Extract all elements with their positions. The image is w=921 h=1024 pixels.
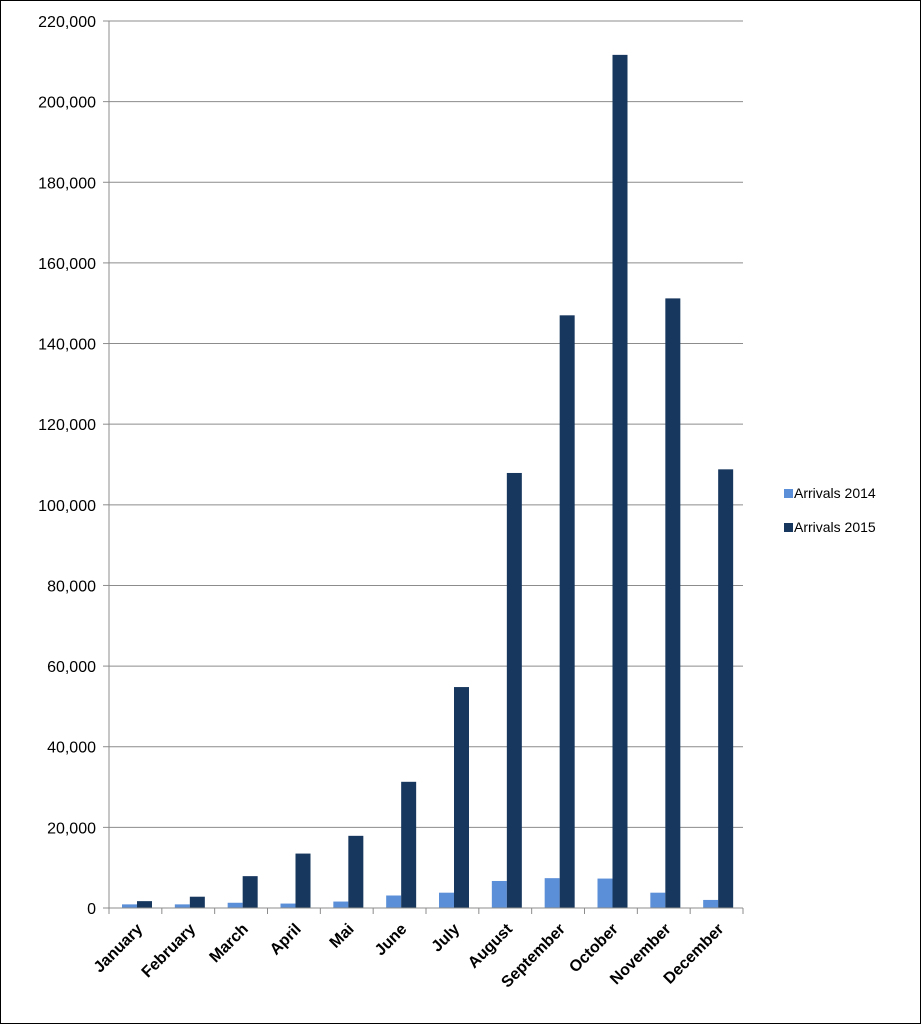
legend-swatch (784, 489, 793, 498)
bar-series-1-january (122, 904, 137, 908)
x-tick-label: August (465, 920, 516, 971)
gridlines (109, 20, 743, 828)
bar-series-2-july (454, 687, 469, 908)
axes (103, 20, 744, 914)
bars (122, 54, 734, 909)
x-tick-label: March (207, 921, 252, 966)
bar-series-2-april (295, 853, 311, 908)
x-tick-label: July (429, 921, 464, 956)
x-tick-label: June (372, 921, 410, 959)
bar-series-1-july (439, 892, 454, 908)
bar-series-2-august (506, 472, 522, 908)
x-tick-label: Mai (327, 921, 358, 952)
legend-label: Arrivals 2015 (794, 519, 876, 535)
bar-series-1-october (597, 878, 613, 908)
y-tick-label: 20,000 (47, 820, 96, 837)
y-tick-label: 100,000 (38, 498, 96, 515)
y-tick-label: 80,000 (47, 578, 96, 595)
y-tick-label: 60,000 (47, 659, 96, 676)
y-tick-label: 180,000 (38, 175, 96, 192)
y-tick-label: 120,000 (38, 417, 96, 434)
bar-series-2-november (665, 298, 681, 908)
y-tick-label: 0 (87, 901, 96, 918)
bar-series-2-march (242, 876, 258, 908)
bar-series-2-february (189, 896, 205, 908)
y-tick-label: 160,000 (38, 256, 96, 273)
bar-series-2-september (559, 315, 575, 908)
y-tick-label: 220,000 (38, 14, 96, 31)
bar-series-1-september (544, 878, 560, 908)
bar-series-1-february (174, 904, 190, 908)
bar-series-1-march (227, 902, 243, 908)
bar-series-2-december (718, 469, 734, 908)
bar-series-2-mai (348, 835, 364, 908)
bar-series-1-april (280, 903, 296, 908)
y-tick-label: 200,000 (38, 95, 96, 112)
x-tick-label: April (267, 921, 305, 959)
x-tick-label: February (139, 921, 200, 982)
legend-label: Arrivals 2014 (794, 485, 876, 501)
bar-series-1-august (491, 880, 507, 908)
bar-series-1-mai (333, 901, 349, 908)
bar-series-2-october (612, 54, 628, 909)
y-tick-label: 140,000 (38, 337, 96, 354)
bar-series-1-december (703, 899, 719, 908)
legend: Arrivals 2014 Arrivals 2015 (784, 485, 876, 535)
legend-swatch (784, 523, 793, 532)
x-tick-label: January (91, 921, 146, 976)
bar-series-1-november (650, 892, 666, 908)
y-axis-tick-labels: 0 20,000 40,000 60,000 80,000 100,000 120,000 1… (38, 14, 96, 918)
x-tick-label: October (566, 921, 621, 976)
bar-series-1-june (386, 895, 402, 908)
bar-series-2-june (401, 781, 417, 908)
y-tick-label: 40,000 (47, 740, 96, 757)
bar-series-2-january (137, 901, 152, 908)
